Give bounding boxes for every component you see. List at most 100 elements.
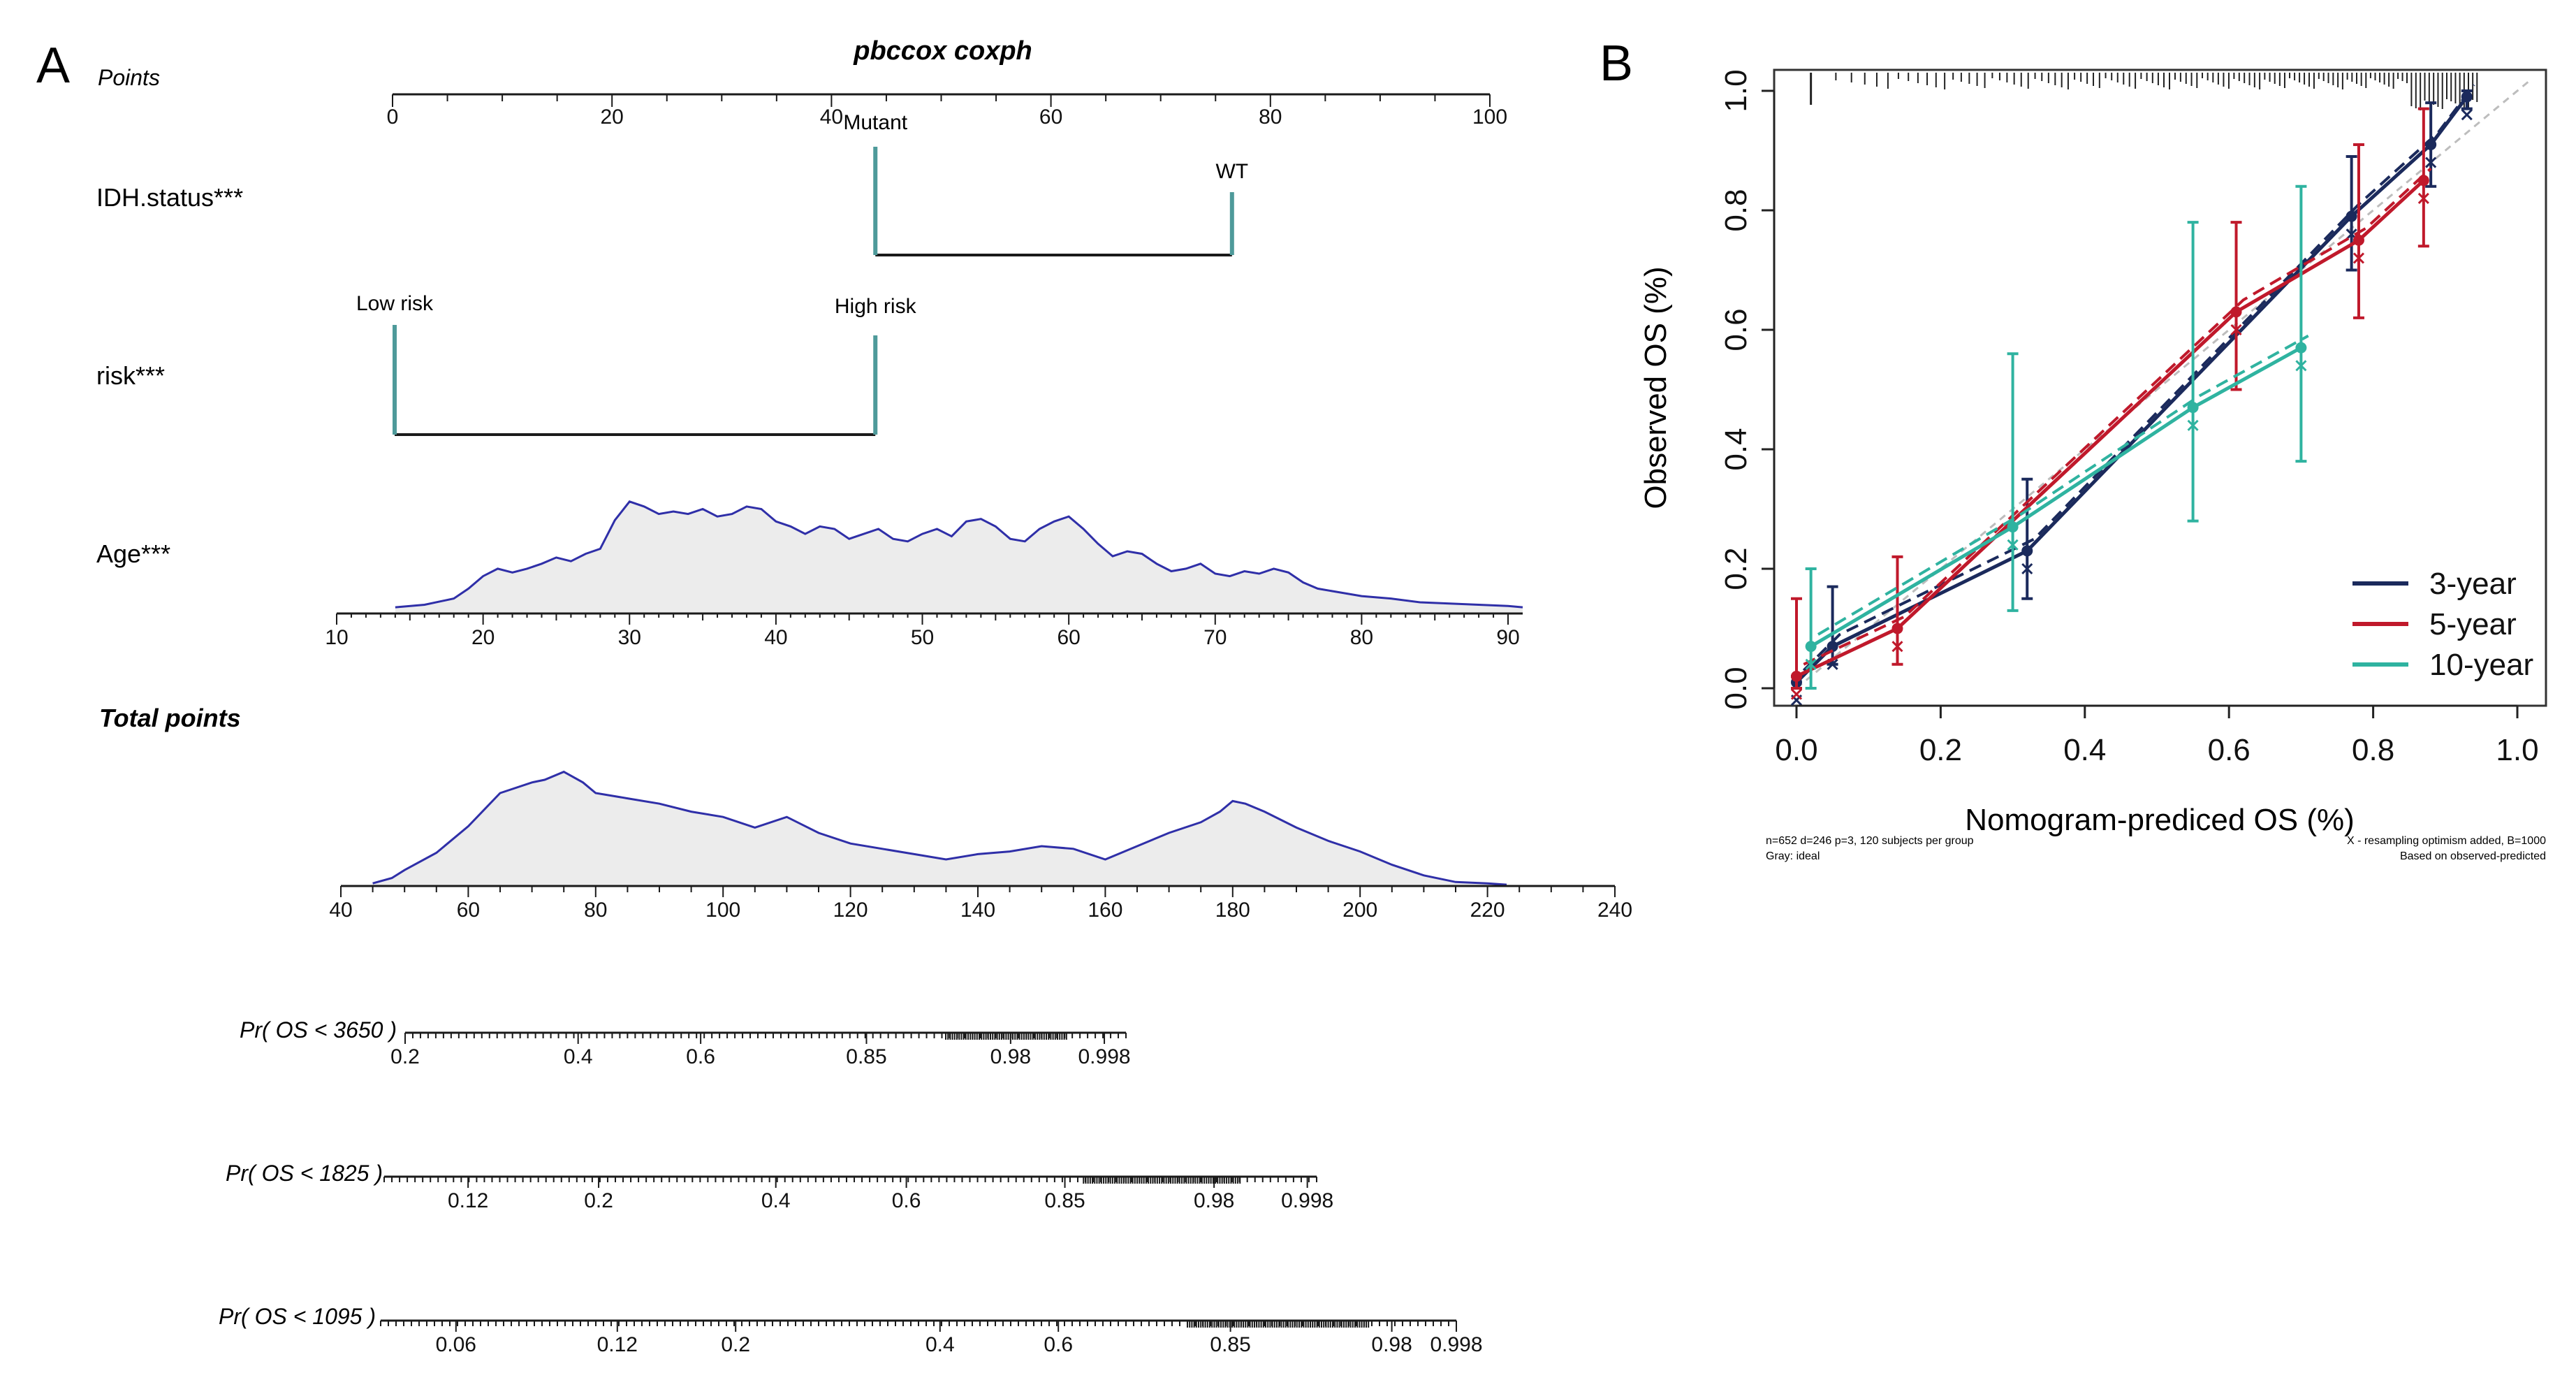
points-label: Points — [98, 65, 160, 90]
data-point — [2295, 342, 2307, 354]
nomogram-panel: A pbccox coxph Points 0 20 40 60 80 100 IDH.s… — [36, 36, 1632, 1356]
x-tick-label: 0.2 — [1919, 733, 1962, 767]
optimism-marker — [1790, 688, 1803, 700]
total-tick-label: 140 — [960, 899, 995, 922]
prob-tick-label: 0.4 — [761, 1189, 791, 1212]
total-density-line — [372, 770, 1507, 886]
prob-tick-label: 0.2 — [584, 1189, 613, 1212]
y-tick-label: 0.0 — [1719, 667, 1753, 709]
series-dash-10-year — [1817, 334, 2309, 636]
pr1095-label: Pr( OS < 1095 ) — [219, 1304, 376, 1329]
total-tick-label: 100 — [705, 899, 740, 922]
data-point — [2346, 210, 2357, 222]
age-tick-label: 80 — [1350, 626, 1373, 649]
data-point — [2021, 545, 2033, 557]
pr3650-label: Pr( OS < 3650 ) — [240, 1017, 397, 1043]
x-tick-label: 0.6 — [2208, 733, 2251, 767]
footnote-left: n=652 d=246 p=3, 120 subjects per group — [1766, 835, 1974, 847]
points-tick-label: 100 — [1472, 106, 1507, 129]
data-point — [2187, 402, 2199, 414]
prob-tick-label: 0.98 — [990, 1045, 1031, 1068]
age-label: Age*** — [96, 539, 170, 568]
series-3-year — [1790, 84, 2475, 706]
idh-row: Mutant WT — [843, 111, 1248, 256]
total-tick-label: 180 — [1215, 899, 1250, 922]
total-tick-label: 160 — [1088, 899, 1122, 922]
optimism-marker — [2417, 192, 2429, 204]
risk-low-label: Low risk — [356, 292, 434, 315]
idh-wt-label: WT — [1215, 160, 1248, 183]
prob-tick-label: 0.998 — [1281, 1189, 1333, 1212]
total-points-axis: 40 60 80 100 120 140 160 180 200 220 240 — [329, 885, 1632, 922]
ideal-line — [1796, 78, 2533, 690]
prob-tick-label: 0.4 — [564, 1045, 593, 1068]
nomogram-title: pbccox coxph — [853, 36, 1032, 66]
y-tick-label: 0.2 — [1719, 547, 1753, 590]
total-tick-label: 240 — [1597, 899, 1632, 922]
calibration-xlabel: Nomogram-prediced OS (%) — [1965, 803, 2355, 837]
prob-tick-label: 0.6 — [892, 1189, 921, 1212]
total-tick-label: 40 — [329, 899, 352, 922]
series-line-10-year — [1810, 346, 2302, 648]
optimism-marker — [1805, 658, 1817, 670]
panel-b-label: B — [1600, 36, 1633, 92]
optimism-marker — [1891, 641, 1903, 653]
age-tick-label: 10 — [325, 626, 348, 649]
points-tick-label: 40 — [820, 106, 843, 129]
series-5-year — [1790, 107, 2432, 700]
calibration-x-axis: 0.0 0.2 0.4 0.6 0.8 1.0 — [1775, 704, 2539, 767]
points-tick-label: 60 — [1039, 106, 1062, 129]
prob-tick-label: 0.12 — [597, 1333, 638, 1356]
age-density-area — [395, 501, 1523, 613]
pr1095-axis: 0.06 0.12 0.2 0.4 0.6 0.85 0.98 0.998 — [380, 1319, 1483, 1356]
prob-tick-label: 0.998 — [1430, 1333, 1482, 1356]
prob-tick-label: 0.85 — [846, 1045, 886, 1068]
prob-tick-label: 0.6 — [686, 1045, 715, 1068]
series-dash-5-year — [1803, 167, 2432, 666]
total-tick-label: 200 — [1342, 899, 1377, 922]
x-tick-label: 0.8 — [2352, 733, 2394, 767]
y-tick-label: 0.6 — [1719, 308, 1753, 351]
footnote-left-2: Gray: ideal — [1766, 850, 1820, 862]
prob-tick-label: 0.998 — [1078, 1045, 1131, 1068]
series-line-5-year — [1795, 179, 2425, 678]
pr3650-axis: 0.2 0.4 0.6 0.85 0.98 0.998 — [390, 1031, 1131, 1068]
idh-mutant-label: Mutant — [843, 111, 907, 134]
data-point — [2007, 521, 2019, 533]
risk-high-label: High risk — [835, 295, 917, 318]
risk-label: risk*** — [96, 361, 165, 390]
calibration-series — [1790, 84, 2475, 706]
optimism-marker — [2007, 539, 2019, 551]
points-tick-label: 0 — [387, 106, 399, 129]
age-tick-label: 30 — [618, 626, 641, 649]
total-tick-label: 120 — [833, 899, 868, 922]
data-point — [2417, 175, 2429, 187]
prob-tick-label: 0.2 — [390, 1045, 420, 1068]
x-tick-label: 0.4 — [2063, 733, 2106, 767]
prob-tick-label: 0.6 — [1044, 1333, 1073, 1356]
total-density-area — [372, 771, 1507, 886]
calibration-y-axis: 0.0 0.2 0.4 0.6 0.8 1.0 — [1719, 69, 1776, 710]
pr1825-axis: 0.12 0.2 0.4 0.6 0.85 0.98 0.998 — [383, 1175, 1333, 1212]
age-axis: 10 20 30 40 50 60 70 80 90 — [325, 612, 1523, 649]
y-tick-label: 1.0 — [1719, 69, 1753, 112]
legend-label: 5-year — [2429, 607, 2517, 641]
age-tick-label: 20 — [471, 626, 495, 649]
y-tick-label: 0.4 — [1719, 428, 1753, 470]
age-tick-label: 60 — [1057, 626, 1080, 649]
prob-tick-label: 0.06 — [436, 1333, 476, 1356]
prob-tick-label: 0.85 — [1044, 1189, 1085, 1212]
prob-tick-label: 0.12 — [448, 1189, 488, 1212]
series-10-year — [1805, 184, 2309, 690]
calibration-panel: B 0.0 0.2 0.4 0.6 0.8 1.0 0.00.20.40.60.81.0 … — [1600, 36, 2547, 862]
optimism-marker — [2295, 360, 2307, 372]
calibration-ylabel: Observed OS (%) — [1639, 266, 1673, 509]
total-tick-label: 60 — [457, 899, 480, 922]
calibration-legend: 3-year 5-year 10-year — [2352, 567, 2533, 682]
age-tick-label: 50 — [911, 626, 934, 649]
legend-label: 10-year — [2429, 648, 2533, 682]
total-points-label: Total points — [99, 704, 241, 732]
optimism-marker — [2352, 252, 2365, 264]
data-point — [2461, 91, 2473, 103]
